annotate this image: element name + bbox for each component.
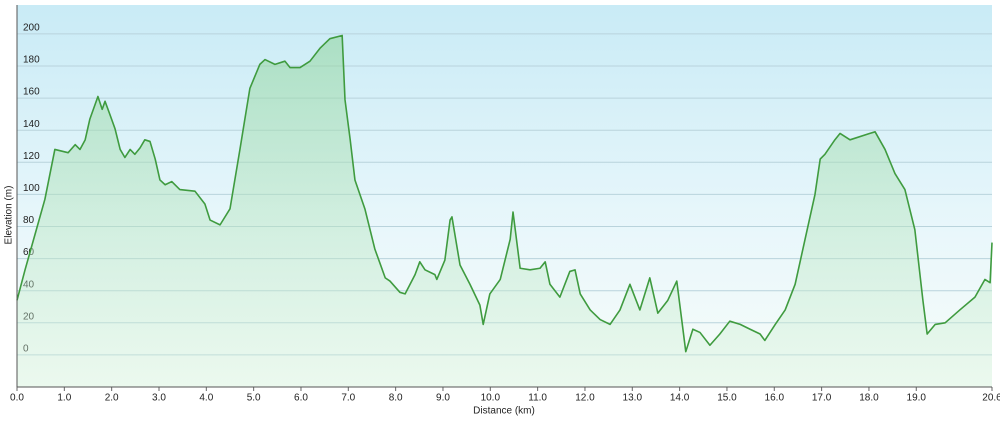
area-fill	[17, 35, 992, 387]
x-tick-label: 2.0	[105, 393, 119, 404]
x-tick-label: 16.0	[765, 393, 785, 404]
x-tick-label: 4.0	[199, 393, 213, 404]
x-tick-label: 19.0	[907, 393, 927, 404]
x-tick-label: 7.0	[341, 393, 355, 404]
x-tick-label: 0.0	[10, 393, 24, 404]
x-tick-label: 18.0	[859, 393, 879, 404]
x-tick-label: 14.0	[670, 393, 690, 404]
x-tick-label: 9.0	[436, 393, 450, 404]
x-tick-label: 3.0	[152, 393, 166, 404]
y-tick-label: 120	[23, 151, 40, 162]
x-tick-label: 6.0	[294, 393, 308, 404]
x-tick-label: 11.0	[528, 393, 547, 404]
y-axis-label: Elevation (m)	[4, 186, 15, 245]
x-tick-label: 13.0	[623, 393, 643, 404]
y-tick-label: 160	[23, 87, 40, 98]
x-tick-label: 12.0	[575, 393, 595, 404]
elevation-line	[16, 34, 993, 353]
x-tick-label: 20.6	[982, 393, 1000, 404]
x-tick-label: 15.0	[717, 393, 737, 404]
x-tick-label: 17.0	[812, 393, 832, 404]
y-tick-label: 100	[23, 183, 40, 194]
x-tick-label: 10.0	[481, 393, 501, 404]
y-tick-label: 60	[23, 247, 35, 258]
x-tick-label: 5.0	[247, 393, 261, 404]
x-tick-label: 8.0	[389, 393, 403, 404]
y-tick-label: 80	[23, 215, 35, 226]
x-tick-label: 1.0	[57, 393, 71, 404]
y-tick-label: 200	[23, 23, 40, 34]
y-tick-label: 140	[23, 119, 40, 130]
y-tick-label: 180	[23, 55, 40, 66]
x-axis-label: Distance (km)	[473, 406, 535, 417]
